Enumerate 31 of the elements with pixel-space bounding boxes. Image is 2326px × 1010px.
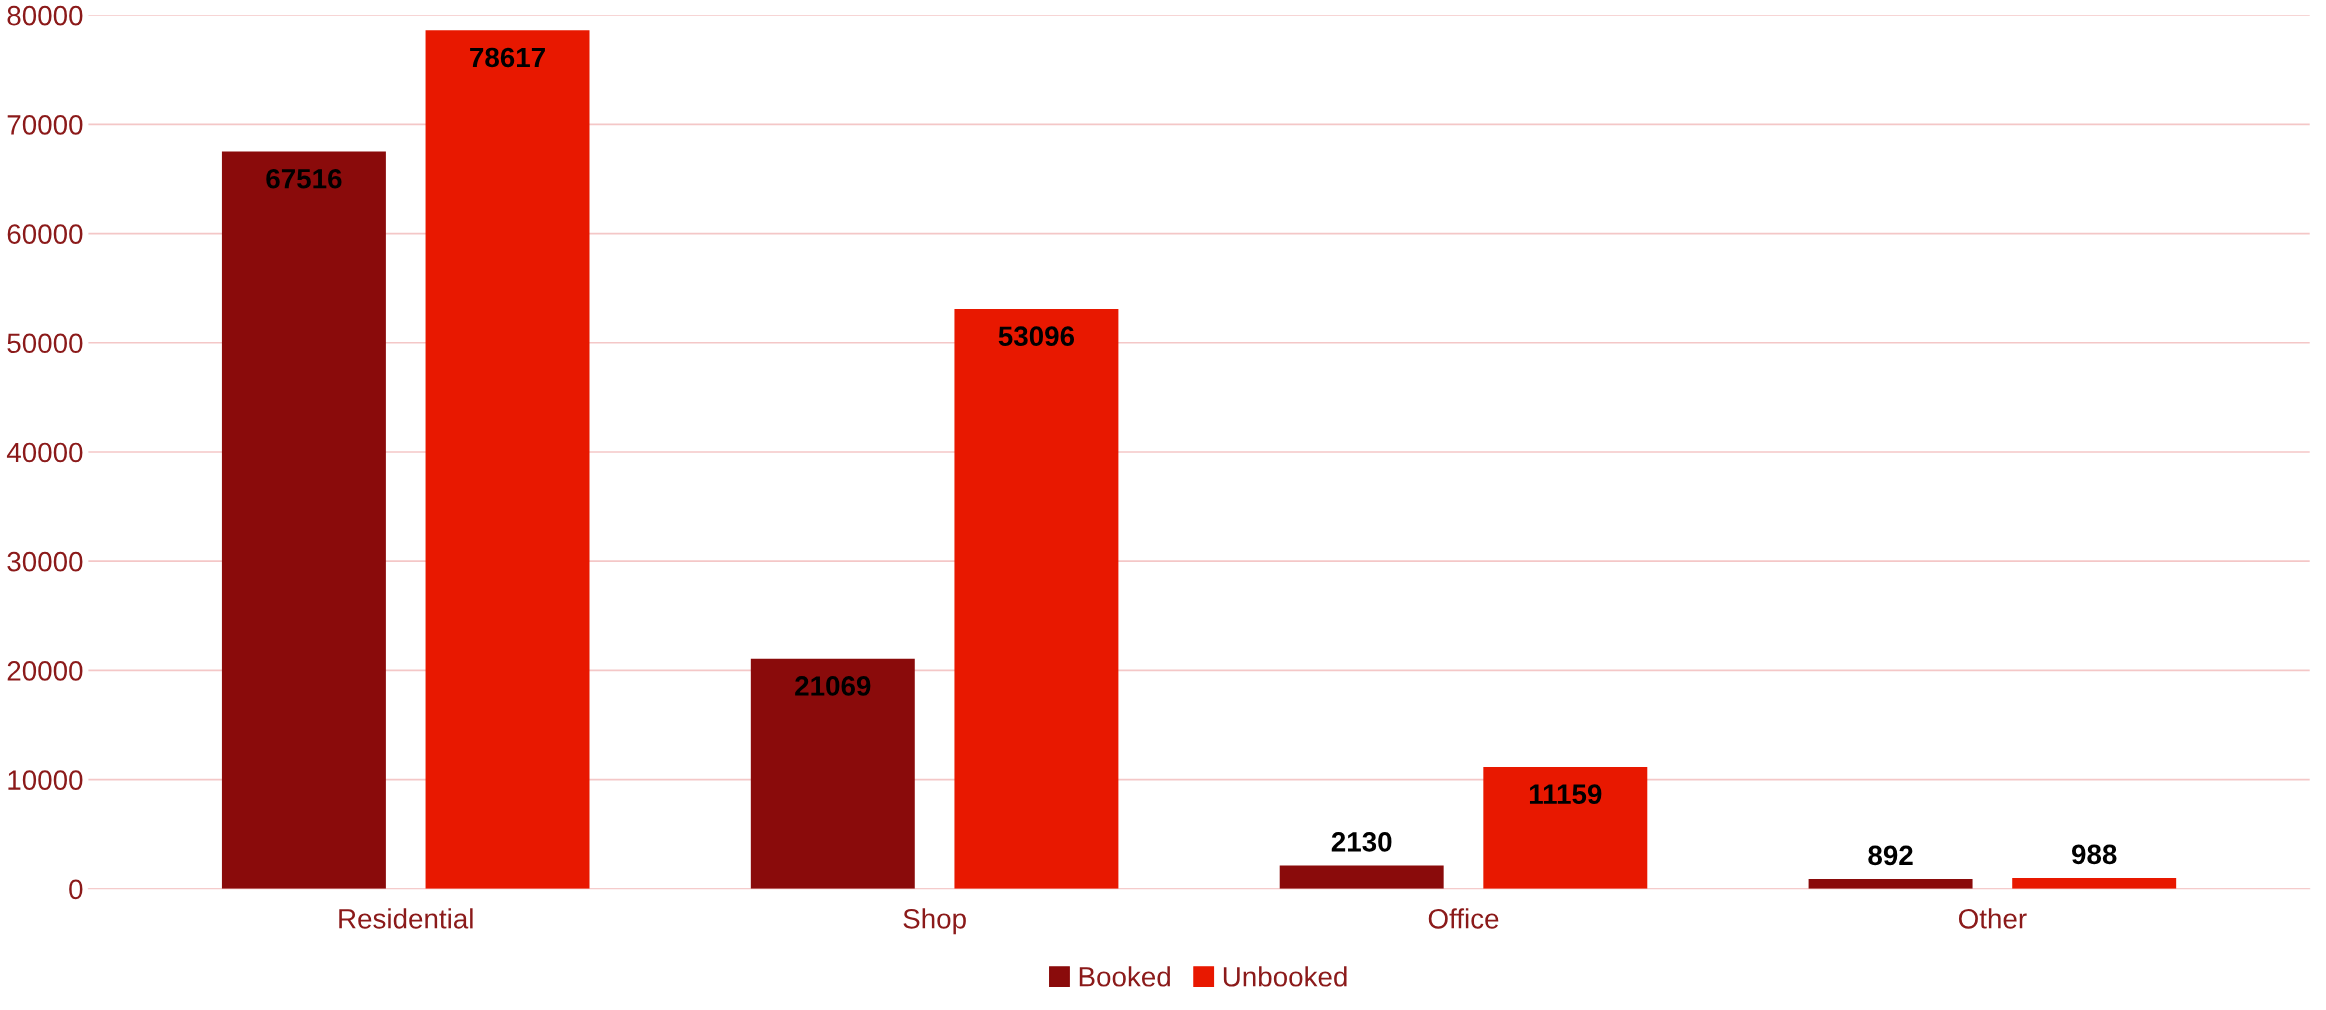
data-label: 11159 <box>1529 784 1602 805</box>
y-tick-label: 70000 <box>7 115 83 135</box>
y-tick-label: 40000 <box>6 442 83 463</box>
y-tick-label: 60000 <box>7 224 83 244</box>
y-tick-label: 30000 <box>7 551 83 572</box>
y-tick-label: 80000 <box>7 5 83 26</box>
x-tick-label: Other <box>1958 908 2027 929</box>
y-tick-label: 50000 <box>7 333 83 354</box>
data-label: 2130 <box>1331 832 1392 852</box>
data-label: 892 <box>1868 845 1913 866</box>
x-tick-label: Residential <box>339 908 473 929</box>
data-label: 67516 <box>266 168 342 189</box>
bar <box>1483 766 1648 889</box>
bar <box>2012 878 2177 889</box>
bar <box>221 151 386 889</box>
bar <box>1808 879 1973 889</box>
y-tick-label: 20000 <box>7 661 83 681</box>
y-tick-label: 0 <box>69 879 83 900</box>
bar <box>954 308 1119 889</box>
data-label: 53096 <box>998 326 1075 347</box>
bar <box>750 658 915 889</box>
bar <box>1279 865 1444 889</box>
x-tick-label: Office <box>1428 908 1499 929</box>
legend-label: Unbooked <box>1223 966 1347 987</box>
data-label: 988 <box>2071 844 2117 865</box>
x-tick-label: Shop <box>903 908 966 935</box>
data-label: 21069 <box>795 676 871 696</box>
y-tick-label: 10000 <box>8 770 83 790</box>
bar <box>425 30 590 889</box>
legend-label: Booked <box>1079 966 1170 987</box>
data-label: 78617 <box>470 47 545 68</box>
